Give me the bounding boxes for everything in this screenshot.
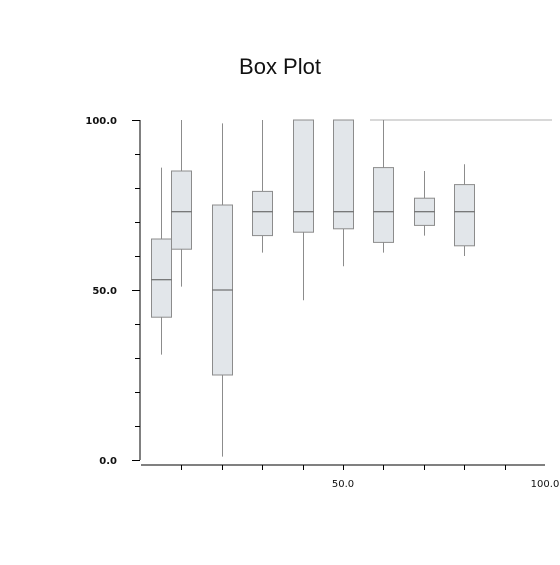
y-tick-label: 0.0 <box>99 456 117 467</box>
box-iqr <box>151 238 172 318</box>
x-tick-label: 100.0 <box>531 479 560 490</box>
box-iqr <box>373 167 394 243</box>
x-tick-label: 50.0 <box>332 479 354 490</box>
box-iqr <box>293 119 314 233</box>
box-iqr <box>333 119 354 230</box>
box-iqr <box>454 184 475 247</box>
y-tick-label: 50.0 <box>92 286 117 297</box>
box-iqr <box>171 170 192 250</box>
chart-title: Box Plot <box>239 54 321 79</box>
y-tick-label: 100.0 <box>85 116 117 127</box>
box-iqr <box>252 190 273 237</box>
